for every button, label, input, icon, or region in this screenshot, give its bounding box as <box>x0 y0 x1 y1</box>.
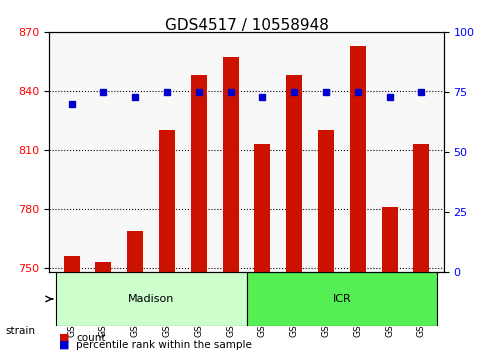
Bar <box>223 57 239 272</box>
Bar <box>96 262 111 272</box>
Text: ■: ■ <box>59 333 70 343</box>
Text: percentile rank within the sample: percentile rank within the sample <box>76 340 252 350</box>
Bar <box>382 207 397 272</box>
Bar <box>318 130 334 272</box>
Bar <box>246 272 437 326</box>
Text: GDS4517 / 10558948: GDS4517 / 10558948 <box>165 18 328 33</box>
Text: Madison: Madison <box>128 294 174 304</box>
Bar <box>286 75 302 272</box>
Text: strain: strain <box>5 326 35 336</box>
Bar <box>64 257 79 272</box>
Bar <box>254 144 270 272</box>
Bar <box>414 144 429 272</box>
Text: ■: ■ <box>59 340 70 350</box>
Bar <box>127 231 143 272</box>
Text: ICR: ICR <box>333 294 352 304</box>
Bar <box>350 46 366 272</box>
Text: count: count <box>76 333 106 343</box>
Bar <box>191 75 207 272</box>
Bar <box>159 130 175 272</box>
Bar <box>56 272 246 326</box>
